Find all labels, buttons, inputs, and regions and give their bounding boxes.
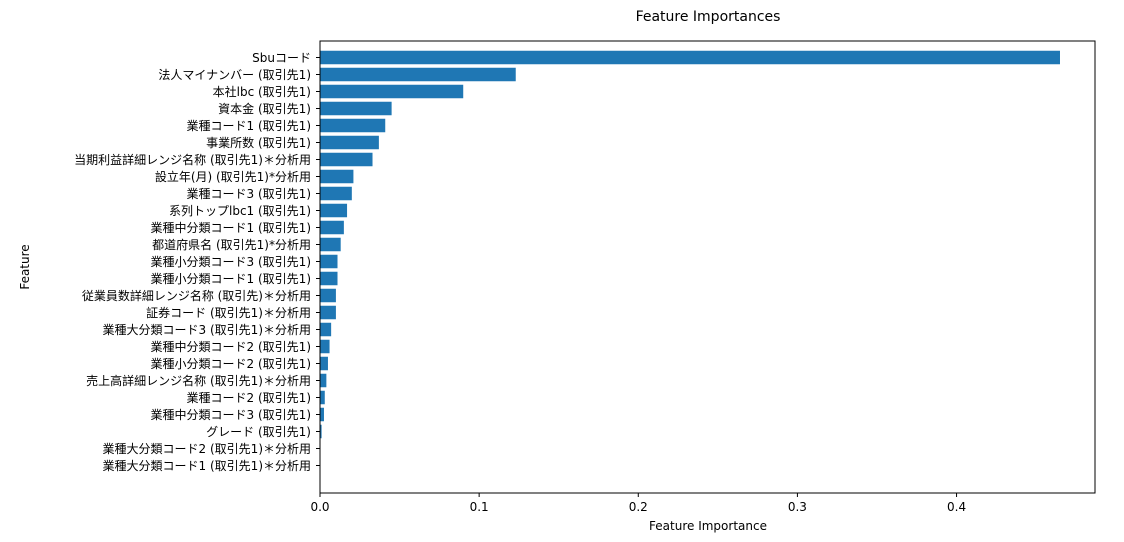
y-tick-label: 業種小分類コード1 (取引先1) [151,272,311,286]
y-tick-label: 系列トップlbc1 (取引先1) [169,204,311,218]
plot-frame [319,40,1096,494]
y-tick-label: 業種中分類コード2 (取引先1) [151,339,311,354]
bar [320,390,325,405]
y-tick-label: 業種大分類コード1 (取引先1)＊分析用 [103,459,311,473]
y-axis-label: Feature [18,244,32,289]
bar [320,254,338,269]
bar [320,220,344,235]
y-tick-label: 法人マイナンバー (取引先1) [158,68,311,82]
x-tick-label: 0.2 [629,500,648,514]
x-tick-label: 0.3 [788,500,807,514]
y-tick-label: 証券コード (取引先1)＊分析用 [146,305,311,320]
y-tick-label: 都道府県名 (取引先1)*分析用 [152,237,311,252]
bar [320,271,338,286]
bar [320,169,354,184]
bar [320,237,341,252]
y-tick-label: 業種小分類コード2 (取引先1) [151,357,311,371]
y-tick-label: 従業員数詳細レンジ名称 (取引先)＊分析用 [82,288,311,303]
bar [320,288,336,303]
y-tick-label: Sbuコード [252,51,311,65]
y-tick-label: 本社lbc (取引先1) [213,84,311,99]
y-tick-label: 業種小分類コード3 (取引先1) [151,255,311,269]
y-tick-label: 業種中分類コード1 (取引先1) [151,220,311,235]
bar [320,373,327,388]
x-axis-ticks: 0.0 0.1 0.2 0.3 0.4 [310,493,966,514]
x-axis-label: Feature Importance [649,519,767,533]
bar [320,50,1060,65]
bar [320,118,386,133]
bar [320,152,373,167]
chart-title: Feature Importances [636,9,781,25]
bar [320,407,324,422]
y-tick-label: 事業所数 (取引先1) [206,135,311,150]
y-tick-label: 当期利益詳細レンジ名称 (取引先1)＊分析用 [74,152,311,167]
y-tick-label: 売上高詳細レンジ名称 (取引先1)＊分析用 [86,373,311,388]
y-tick-label: 業種コード3 (取引先1) [187,187,311,201]
bar [320,135,379,150]
y-tick-label: 業種コード2 (取引先1) [187,391,311,405]
bars-group [320,50,1060,473]
bar [320,305,336,320]
bar [320,67,516,82]
y-tick-label: 設立年(月) (取引先1)*分析用 [155,169,311,184]
bar [320,356,328,371]
x-tick-label: 0.4 [947,500,966,514]
y-tick-label: 業種コード1 (取引先1) [187,119,311,133]
y-tick-label: 業種中分類コード3 (取引先1) [151,407,311,422]
y-tick-label: グレード (取引先1) [206,425,311,439]
bar [320,424,322,439]
bar [320,186,352,201]
x-tick-label: 0.0 [310,500,329,514]
bar [320,84,464,99]
bar [320,101,392,116]
y-tick-label: 業種大分類コード2 (取引先1)＊分析用 [103,442,311,456]
y-tick-label: 資本金 (取引先1) [218,101,311,116]
bar [320,203,348,218]
bar [320,322,332,337]
x-tick-label: 0.1 [470,500,489,514]
y-tick-label: 業種大分類コード3 (取引先1)＊分析用 [103,323,311,337]
bar [320,339,330,354]
